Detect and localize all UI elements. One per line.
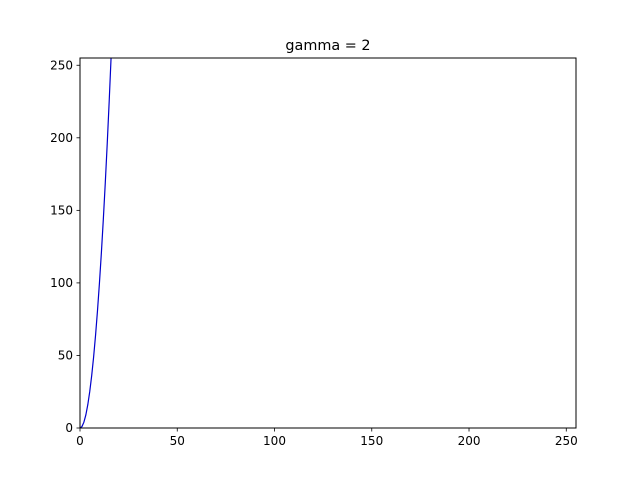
y-axis: 0 50 100 150 200 250 bbox=[50, 58, 80, 435]
plot-frame bbox=[79, 57, 577, 429]
x-tick-label: 250 bbox=[555, 434, 578, 448]
y-tick-label: 200 bbox=[50, 131, 73, 145]
y-tick-label: 250 bbox=[50, 58, 73, 72]
y-tick-label: 50 bbox=[58, 349, 73, 363]
series-layer bbox=[80, 58, 112, 428]
x-tick-label: 100 bbox=[263, 434, 286, 448]
x-tick-label: 0 bbox=[76, 434, 84, 448]
x-axis: 0 50 100 150 200 250 bbox=[76, 428, 578, 448]
y-tick-label: 0 bbox=[65, 421, 73, 435]
y-tick-label: 100 bbox=[50, 276, 73, 290]
chart-title: gamma = 2 bbox=[285, 38, 370, 54]
x-tick-label: 50 bbox=[170, 434, 185, 448]
y-tick-label: 150 bbox=[50, 204, 73, 218]
x-tick-label: 200 bbox=[458, 434, 481, 448]
series-line bbox=[80, 58, 112, 428]
x-tick-label: 150 bbox=[360, 434, 383, 448]
